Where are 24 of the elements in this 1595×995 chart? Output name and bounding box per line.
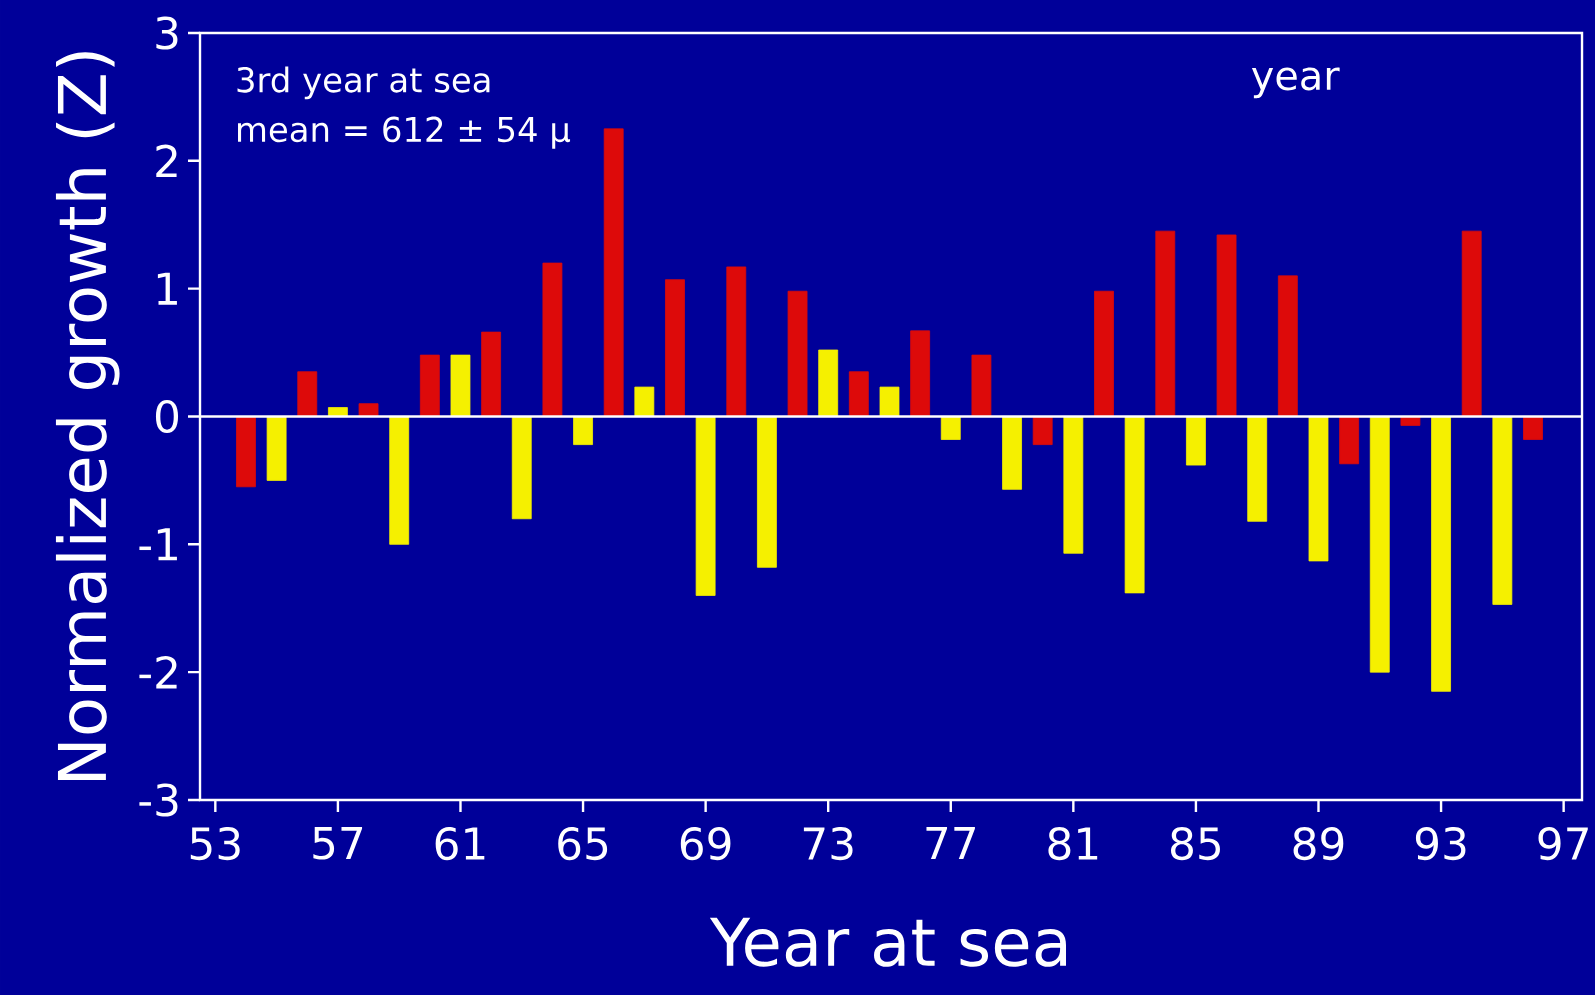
y-tick-label: 1 (157, 272, 177, 305)
x-tick-label: 77 (926, 827, 975, 859)
x-tick-label: 69 (680, 827, 731, 861)
x-tick-label: 85 (1171, 827, 1220, 861)
y-tick-label: -2 (139, 655, 177, 689)
x-tick-label: 53 (190, 827, 240, 861)
y-tick-label: -1 (139, 528, 177, 561)
x-tick-label: 89 (1293, 827, 1344, 861)
y-tick-label: -3 (139, 783, 178, 817)
y-tick-label: 2 (156, 144, 177, 178)
annotation: mean = 612 ± 54 μ (238, 116, 571, 149)
y-tick-label: 0 (155, 399, 179, 434)
y-axis-title: Normalized growth (Z) (55, 52, 120, 780)
y-tick-label: 3 (156, 16, 178, 50)
annotation: year (1251, 67, 1340, 99)
x-tick-label: 61 (435, 827, 485, 861)
x-tick-label: 93 (1415, 827, 1466, 861)
x-axis-title: Year at sea (709, 917, 1067, 967)
x-tick-label: 97 (1538, 827, 1588, 861)
x-tick-label: 57 (313, 827, 363, 860)
x-tick-label: 65 (558, 827, 608, 861)
x-tick-label: 73 (803, 827, 853, 861)
x-tick-label: 81 (1048, 827, 1098, 861)
annotation: 3rd year at sea (237, 66, 490, 100)
